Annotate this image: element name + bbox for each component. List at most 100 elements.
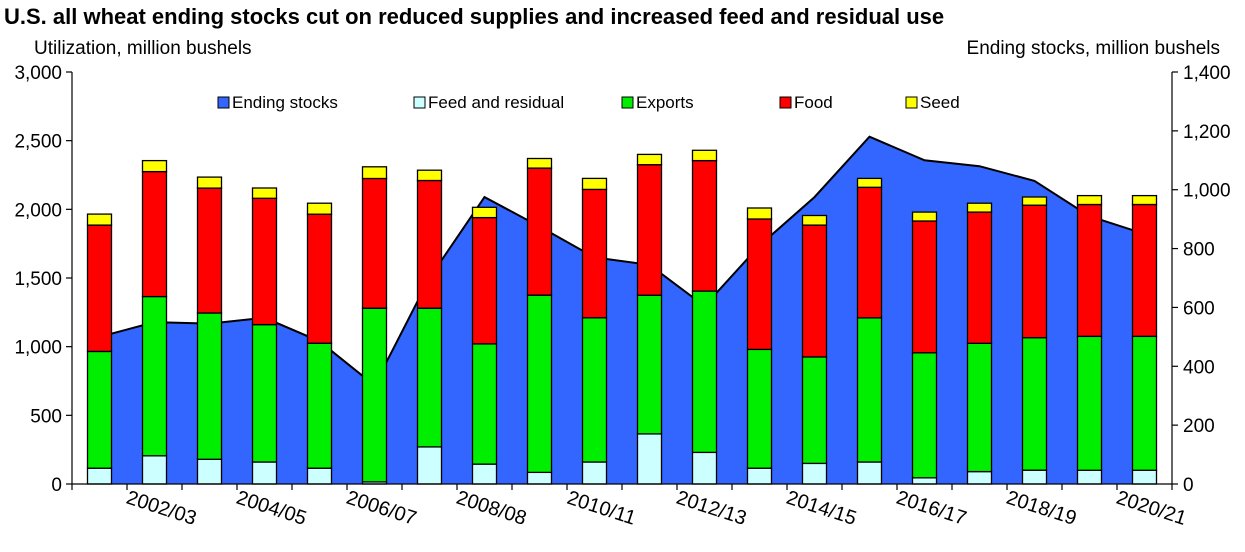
bars-layer bbox=[86, 149, 1158, 485]
right-tick-label: 800 bbox=[1183, 240, 1215, 261]
right-tick-label: 600 bbox=[1183, 298, 1215, 319]
feed-and-residual-segment bbox=[966, 470, 993, 485]
food-segment bbox=[1131, 203, 1158, 337]
food-segment bbox=[1021, 204, 1048, 339]
ending-stocks-area bbox=[99, 136, 1145, 484]
legend-swatch-ending-stocks bbox=[217, 96, 230, 109]
food-segment bbox=[636, 164, 663, 296]
x-tick-label: 2012/13 bbox=[674, 487, 750, 530]
feed-and-residual-segment bbox=[636, 433, 663, 485]
feed-and-residual-segment bbox=[416, 446, 443, 485]
x-tick-label: 2020/21 bbox=[1114, 487, 1190, 530]
seed-segment bbox=[746, 207, 773, 220]
feed-and-residual-segment bbox=[251, 461, 278, 485]
legend-label-feed-and-residual: Feed and residual bbox=[428, 93, 564, 112]
seed-segment bbox=[416, 169, 443, 182]
left-axis-title: Utilization, million bushels bbox=[34, 38, 252, 59]
exports-segment bbox=[141, 295, 168, 457]
x-tick-label: 2004/05 bbox=[234, 487, 310, 530]
exports-segment bbox=[746, 348, 773, 469]
x-tick-label: 2002/03 bbox=[124, 487, 200, 530]
food-segment bbox=[801, 224, 828, 358]
exports-segment bbox=[581, 317, 608, 463]
food-segment bbox=[471, 216, 498, 345]
seed-segment bbox=[911, 211, 938, 222]
feed-and-residual-segment bbox=[581, 461, 608, 485]
exports-segment bbox=[856, 317, 883, 463]
exports-segment bbox=[691, 290, 718, 454]
left-tick-label: 3,000 bbox=[14, 63, 62, 84]
feed-and-residual-segment bbox=[86, 467, 113, 485]
exports-segment bbox=[306, 342, 333, 469]
feed-and-residual-segment bbox=[306, 467, 333, 485]
food-segment bbox=[361, 177, 388, 309]
exports-segment bbox=[636, 294, 663, 435]
left-tick-label: 500 bbox=[30, 406, 62, 427]
exports-segment bbox=[416, 307, 443, 448]
seed-segment bbox=[471, 206, 498, 219]
legend-swatch-feed-and-residual bbox=[413, 96, 426, 109]
exports-segment bbox=[361, 307, 388, 483]
exports-segment bbox=[1076, 335, 1103, 471]
exports-segment bbox=[1131, 335, 1158, 471]
right-tick-label: 1,000 bbox=[1183, 181, 1231, 202]
right-tick-label: 0 bbox=[1183, 475, 1194, 496]
left-tick-label: 1,000 bbox=[14, 338, 62, 359]
legend-label-ending-stocks: Ending stocks bbox=[232, 93, 338, 112]
feed-and-residual-segment bbox=[196, 458, 223, 485]
right-tick-label: 1,200 bbox=[1183, 122, 1231, 143]
exports-segment bbox=[966, 342, 993, 473]
feed-and-residual-segment bbox=[1021, 469, 1048, 485]
feed-and-residual-segment bbox=[801, 462, 828, 485]
seed-segment bbox=[966, 202, 993, 213]
food-segment bbox=[141, 170, 168, 298]
exports-segment bbox=[801, 356, 828, 465]
exports-segment bbox=[911, 352, 938, 479]
seed-segment bbox=[636, 153, 663, 166]
seed-segment bbox=[856, 177, 883, 188]
x-tick-label: 2018/19 bbox=[1004, 487, 1080, 530]
seed-segment bbox=[1131, 194, 1158, 206]
exports-segment bbox=[526, 294, 553, 474]
left-tick-label: 1,500 bbox=[14, 269, 62, 290]
legend-swatch-seed bbox=[905, 96, 918, 109]
feed-and-residual-segment bbox=[856, 461, 883, 485]
legend: Ending stocks Feed and residual Exports Foo… bbox=[217, 93, 960, 112]
seed-segment bbox=[1076, 194, 1103, 206]
seed-segment bbox=[86, 213, 113, 226]
feed-and-residual-segment bbox=[746, 467, 773, 485]
seed-segment bbox=[196, 176, 223, 189]
feed-and-residual-segment bbox=[471, 463, 498, 485]
food-segment bbox=[746, 218, 773, 351]
x-tick-label: 2010/11 bbox=[564, 487, 638, 530]
food-segment bbox=[86, 224, 113, 353]
feed-and-residual-segment bbox=[141, 455, 168, 485]
feed-and-residual-segment bbox=[691, 451, 718, 485]
feed-and-residual-segment bbox=[1076, 469, 1103, 485]
seed-segment bbox=[1021, 196, 1048, 206]
food-segment bbox=[1076, 203, 1103, 337]
food-segment bbox=[691, 159, 718, 292]
food-segment bbox=[581, 188, 608, 319]
left-tick-label: 2,000 bbox=[14, 200, 62, 221]
legend-label-seed: Seed bbox=[920, 93, 960, 112]
food-segment bbox=[196, 187, 223, 314]
seed-segment bbox=[306, 202, 333, 215]
left-tick-label: 2,500 bbox=[14, 132, 62, 153]
seed-segment bbox=[581, 177, 608, 191]
x-tick-label: 2014/15 bbox=[784, 487, 860, 530]
right-tick-label: 200 bbox=[1183, 416, 1215, 437]
exports-segment bbox=[1021, 337, 1048, 471]
legend-label-exports: Exports bbox=[636, 93, 694, 112]
legend-swatch-exports bbox=[621, 96, 634, 109]
x-tick-label: 2008/08 bbox=[454, 487, 530, 530]
feed-and-residual-segment bbox=[1131, 469, 1158, 485]
seed-segment bbox=[251, 187, 278, 199]
exports-segment bbox=[251, 324, 278, 463]
seed-segment bbox=[526, 157, 553, 169]
seed-segment bbox=[361, 166, 388, 180]
right-tick-label: 400 bbox=[1183, 357, 1215, 378]
exports-segment bbox=[86, 350, 113, 469]
food-segment bbox=[416, 179, 443, 309]
feed-and-residual-segment bbox=[526, 471, 553, 485]
